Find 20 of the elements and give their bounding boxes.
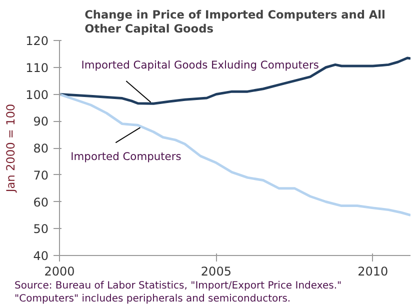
y-axis-title: Jan 2000 = 100 [4, 104, 18, 194]
y-tick-label: 70 [33, 168, 49, 182]
y-tick-label: 120 [26, 34, 48, 48]
y-tick-label: 100 [26, 88, 48, 102]
x-tick-label: 2000 [44, 264, 75, 278]
line-series [60, 56, 410, 105]
y-tick-label: 60 [33, 195, 49, 210]
text: "Computers" includes peripherals and semiconductors. [14, 294, 291, 304]
y-tick-label: 110 [26, 60, 48, 75]
line-series [60, 93, 410, 216]
chart-title: Change in Price of Imported Computers and All Other Capital Goods [84, 8, 386, 36]
series-label: Imported Computers [70, 150, 182, 163]
y-tick-label: 40 [33, 249, 49, 263]
y-tick-label: 80 [33, 142, 49, 156]
y-tick-label: 90 [33, 114, 49, 129]
y-tick-label: 50 [33, 222, 49, 236]
x-tick-label: 2010 [358, 264, 388, 278]
series-label: Imported Capital Goods Exluding Computers [81, 58, 320, 72]
x-tick-label: 2005 [200, 264, 232, 278]
source-note: Source: Bureau of Labor Statistics, "Import/Export Price Indexes." [14, 280, 342, 292]
